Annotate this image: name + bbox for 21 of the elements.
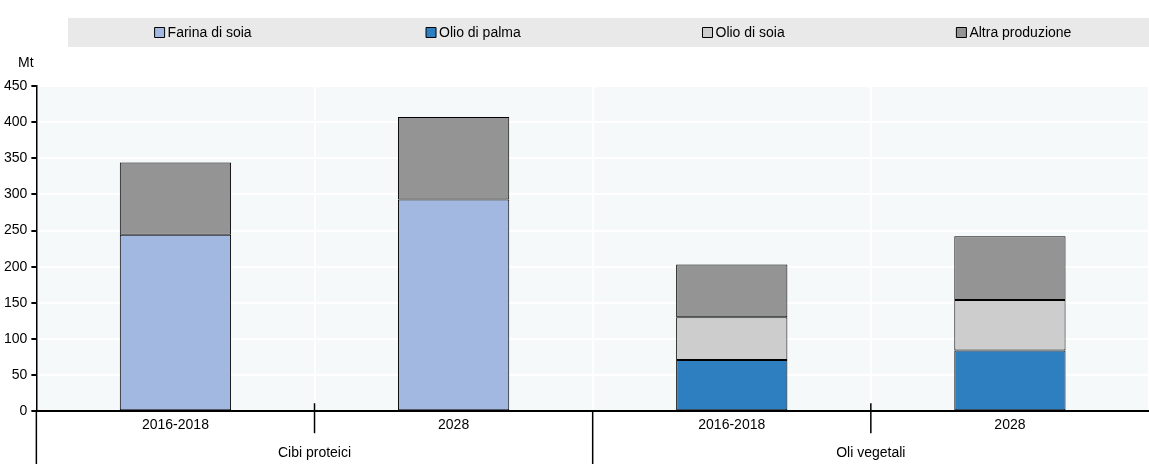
y-tick-label: 400: [4, 112, 28, 129]
legend-label: Olio di palma: [439, 24, 521, 41]
y-axis-title: Mt: [18, 54, 34, 70]
y-tick-label: 200: [4, 257, 28, 274]
x-tick-label: 2028: [994, 416, 1026, 433]
y-tick-label: 0: [19, 402, 28, 419]
legend-label: Farina di soia: [167, 24, 252, 41]
y-tick-label: 450: [4, 76, 28, 93]
legend-label: Altra produzione: [969, 24, 1072, 41]
y-tick-label: 300: [4, 185, 28, 202]
y-tick-label: 250: [4, 221, 28, 238]
legend-label: Olio di soia: [715, 24, 785, 41]
text: Oli vegetali: [836, 444, 906, 460]
x-tick-label: 2016-2018: [141, 416, 210, 433]
x-tick-label: 2028: [438, 416, 470, 433]
text: Cibi proteici: [277, 444, 352, 460]
y-tick-label: 150: [4, 293, 28, 310]
y-tick-label: 350: [4, 149, 28, 166]
y-tick-label: 100: [4, 329, 28, 346]
x-tick-label: 2016-2018: [698, 416, 766, 433]
y-tick-label: 50: [11, 365, 28, 382]
